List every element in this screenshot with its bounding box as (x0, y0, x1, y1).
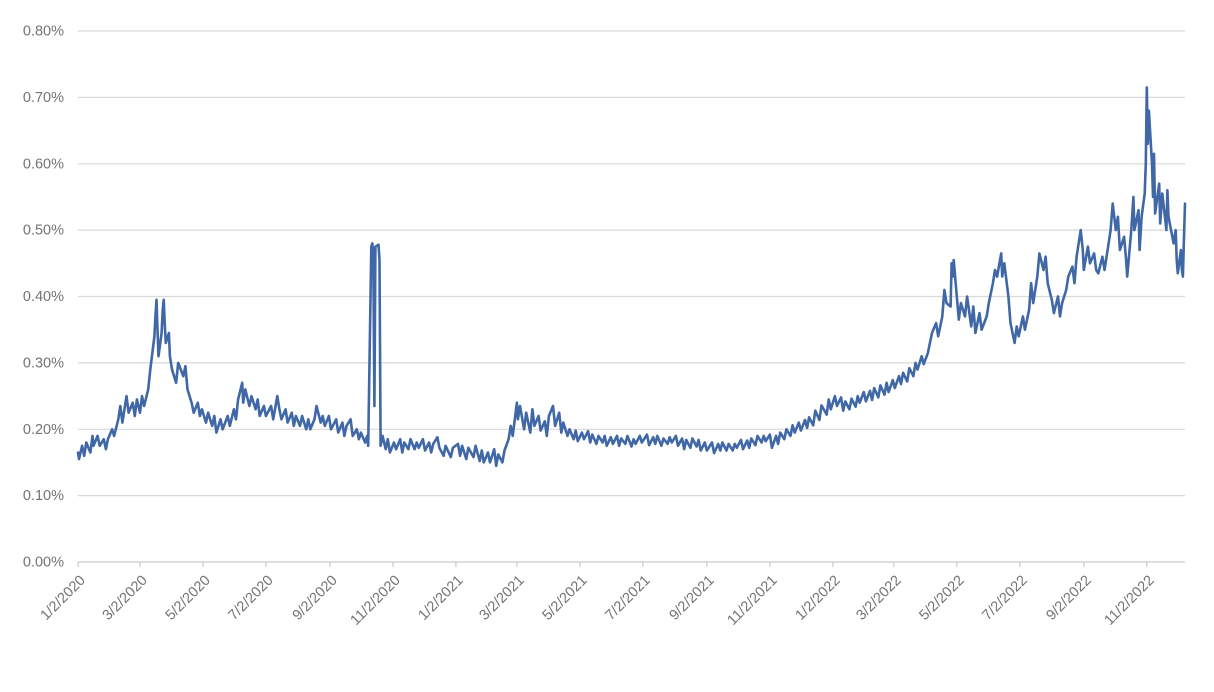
y-tick-label: 0.50% (23, 223, 64, 239)
x-tick-label: 1/2/2021 (415, 573, 466, 624)
x-axis-labels: 1/2/2020 3/2/2020 5/2/2020 7/2/2020 9/2/2020… (38, 573, 1158, 629)
y-tick-label: 0.70% (23, 90, 64, 106)
y-tick-label: 0.20% (23, 422, 64, 438)
x-tick-label: 11/2/2020 (348, 573, 404, 629)
x-tick-label: 11/2/2022 (1101, 573, 1157, 629)
x-tick-label: 5/2/2021 (539, 573, 590, 624)
x-tick-label: 5/2/2020 (163, 573, 214, 624)
x-tick-label: 1/2/2022 (792, 573, 843, 624)
x-axis-ticks (77, 562, 1148, 567)
x-tick-label: 3/2/2020 (100, 573, 151, 624)
x-tick-label: 5/2/2022 (916, 573, 967, 624)
x-tick-label: 9/2/2020 (290, 573, 341, 624)
x-tick-label: 9/2/2021 (666, 573, 717, 624)
x-tick-label: 7/2/2020 (225, 573, 276, 624)
x-tick-label: 7/2/2022 (979, 573, 1030, 624)
x-tick-label: 11/2/2021 (725, 573, 781, 629)
gridlines (78, 30, 1185, 563)
x-tick-label: 1/2/2020 (38, 573, 89, 624)
y-tick-label: 0.00% (23, 555, 64, 571)
y-tick-label: 0.80% (23, 24, 64, 40)
x-tick-label: 9/2/2022 (1043, 573, 1094, 624)
x-tick-label: 7/2/2021 (602, 573, 653, 624)
series-line (76, 86, 1187, 468)
x-tick-label: 3/2/2021 (476, 573, 527, 624)
y-tick-label: 0.60% (23, 156, 64, 172)
y-axis-labels: 0.00% 0.10% 0.20% 0.30% 0.40% 0.50% 0.60% 0.70%… (23, 24, 64, 571)
y-tick-label: 0.30% (23, 355, 64, 371)
x-tick-label: 3/2/2022 (853, 573, 904, 624)
y-tick-label: 0.40% (23, 289, 64, 305)
y-tick-label: 0.10% (23, 488, 64, 504)
